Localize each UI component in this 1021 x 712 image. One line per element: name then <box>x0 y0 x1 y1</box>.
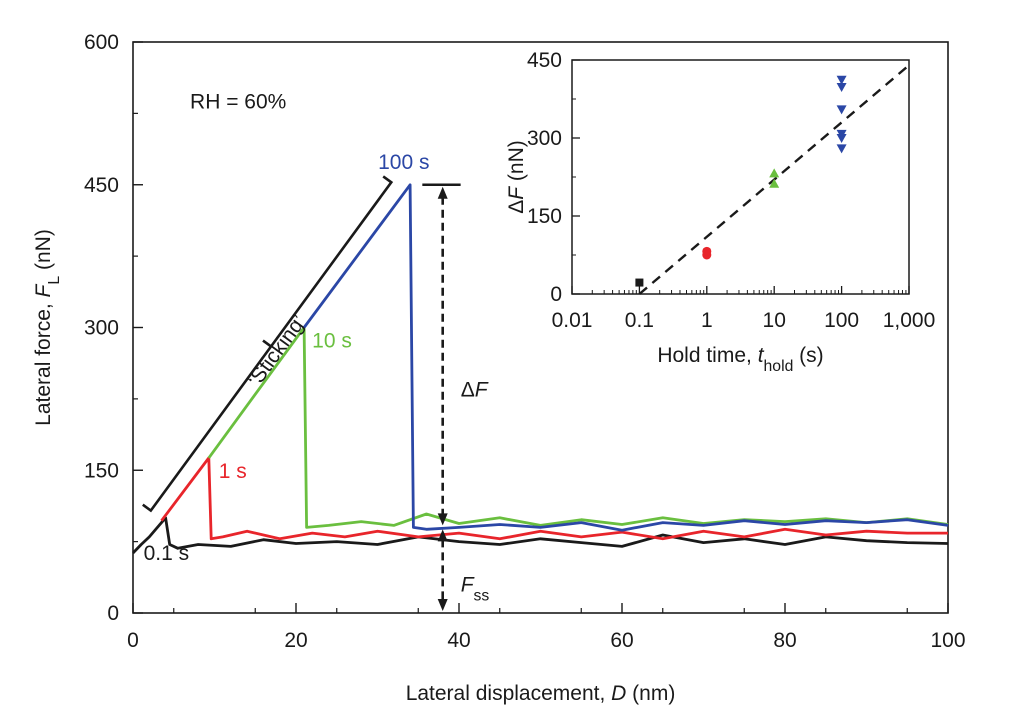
inset-x-tick-label: 0.01 <box>552 309 593 332</box>
series-label-0.1s: 0.1 s <box>144 542 190 565</box>
x-tick-label: 80 <box>773 629 796 652</box>
x-tick-label: 0 <box>127 629 139 652</box>
inset-marker-triangle-down <box>836 144 847 154</box>
inset-y-tick-label: 0 <box>550 283 562 306</box>
inset-y-axis-title: ΔF (nN) <box>505 140 528 214</box>
delta-f-arrow-head-up <box>437 186 448 199</box>
x-tick-label: 40 <box>447 629 470 652</box>
delta-f-label: ΔF <box>461 378 489 401</box>
inset-x-tick-label: 1 <box>701 309 713 332</box>
x-axis-title: Lateral displacement, D (nm) <box>406 682 676 705</box>
y-axis-title: Lateral force, FL (nN) <box>32 229 63 426</box>
inset-marker-circle <box>702 246 712 256</box>
inset-x-axis-title: Hold time, thold (s) <box>657 344 823 375</box>
inset-y-tick-label: 300 <box>527 127 562 150</box>
y-tick-label: 0 <box>107 602 119 625</box>
inset-marker-triangle-down <box>836 75 847 85</box>
inset-marker-triangle-up <box>769 168 780 178</box>
f-ss-arrow-head-down <box>437 599 448 611</box>
f-ss-arrow-head-up <box>437 529 448 542</box>
series-line-10s <box>207 326 949 529</box>
inset-marker-triangle-up <box>769 178 780 188</box>
rh-annotation: RH = 60% <box>190 91 286 114</box>
f-ss-label: Fss <box>461 573 490 604</box>
inset-marker-triangle-down <box>836 105 847 115</box>
inset-x-tick-label: 1,000 <box>883 309 936 332</box>
series-line-100s <box>302 183 949 532</box>
series-label-10s: 10 s <box>312 330 352 353</box>
y-tick-label: 300 <box>84 317 119 340</box>
y-tick-label: 450 <box>84 174 119 197</box>
inset-plot-frame <box>571 59 910 295</box>
inset-y-tick-label: 450 <box>527 49 562 72</box>
sticking-label: ‘Sticking’ <box>243 311 311 391</box>
y-tick-label: 600 <box>84 31 119 54</box>
series-label-100s: 100 s <box>378 151 429 174</box>
series-line-1s <box>160 456 948 541</box>
x-tick-label: 100 <box>930 629 965 652</box>
inset-marker-triangle-down <box>836 129 847 139</box>
inset-x-tick-label: 10 <box>763 309 786 332</box>
inset-marker-square <box>635 278 644 287</box>
series-label-1s: 1 s <box>219 460 247 483</box>
sticking-bracket-tick <box>262 339 272 348</box>
inset-marker-triangle-down <box>836 83 847 93</box>
x-tick-label: 60 <box>610 629 633 652</box>
y-tick-label: 150 <box>84 459 119 482</box>
inset-y-tick-label: 150 <box>527 205 562 228</box>
inset-x-tick-label: 100 <box>824 309 859 332</box>
inset-x-tick-label: 0.1 <box>625 309 654 332</box>
x-tick-label: 20 <box>284 629 307 652</box>
delta-f-arrow-head-down <box>437 513 448 526</box>
